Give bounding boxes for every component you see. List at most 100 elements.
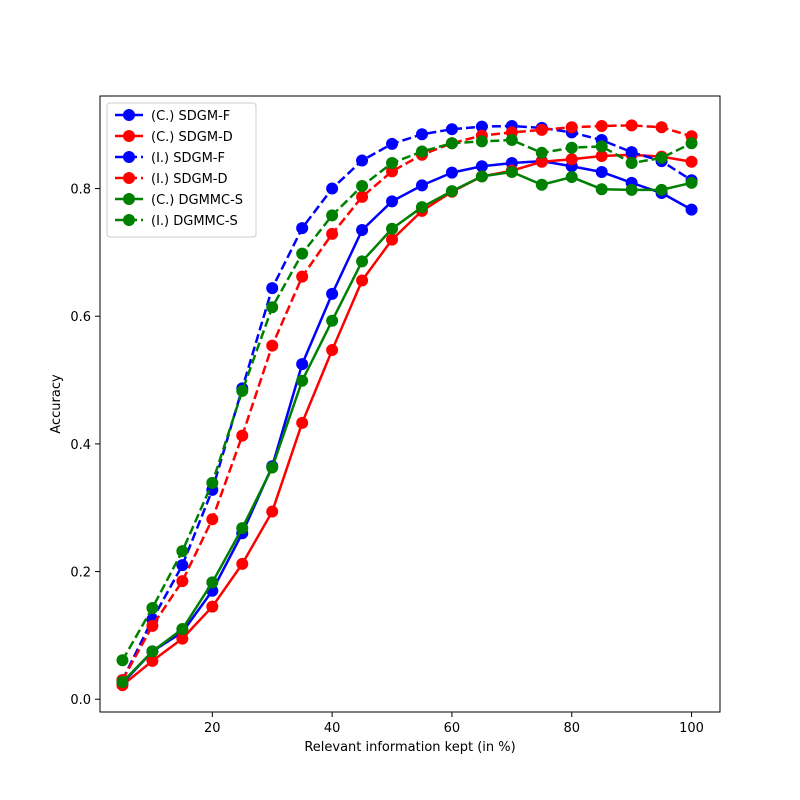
data-point	[595, 140, 608, 153]
data-point	[625, 183, 638, 196]
data-point	[296, 270, 309, 283]
data-point	[535, 178, 548, 191]
data-point	[535, 155, 548, 168]
legend-label: (I.) SDGM-D	[151, 172, 228, 187]
data-point	[326, 182, 339, 195]
data-point	[176, 559, 189, 572]
data-point	[206, 576, 219, 589]
legend-marker	[123, 151, 135, 163]
data-point	[445, 137, 458, 150]
legend-entry: (C.) SDGM-D	[115, 130, 233, 145]
data-point	[625, 146, 638, 159]
series-i-sdgm-d	[116, 119, 698, 687]
series-c-dgmmc-s	[116, 165, 698, 688]
data-point	[236, 522, 249, 535]
data-point	[625, 119, 638, 132]
data-point	[236, 557, 249, 570]
data-point	[176, 623, 189, 636]
data-point	[685, 176, 698, 189]
data-point	[655, 121, 668, 134]
data-point	[356, 255, 369, 268]
x-axis-label: Relevant information kept (in %)	[304, 740, 515, 755]
data-point	[326, 209, 339, 222]
x-tick-label: 20	[204, 721, 221, 736]
data-point	[146, 654, 159, 667]
data-point	[565, 121, 578, 134]
data-point	[296, 374, 309, 387]
legend-marker	[123, 172, 135, 184]
data-point	[565, 153, 578, 166]
series-i-dgmmc-s	[116, 134, 698, 667]
data-point	[415, 128, 428, 141]
data-point	[475, 120, 488, 133]
data-point	[356, 224, 369, 237]
data-point	[356, 154, 369, 167]
data-point	[326, 314, 339, 327]
data-point	[326, 227, 339, 240]
data-point	[356, 190, 369, 203]
data-point	[146, 601, 159, 614]
data-point	[595, 183, 608, 196]
legend-label: (I.) DGMMC-S	[151, 214, 238, 229]
data-point	[176, 575, 189, 588]
data-point	[445, 185, 458, 198]
data-point	[146, 619, 159, 632]
data-point	[386, 165, 399, 178]
legend-entry: (C.) SDGM-F	[115, 109, 230, 124]
data-point	[296, 222, 309, 235]
legend-entry: (I.) SDGM-D	[115, 172, 228, 187]
data-point	[505, 134, 518, 147]
plot-frame	[99, 95, 721, 713]
data-point	[475, 160, 488, 173]
data-point	[685, 203, 698, 216]
data-point	[266, 461, 279, 474]
data-point	[356, 274, 369, 287]
data-point	[266, 505, 279, 518]
data-point	[296, 247, 309, 260]
data-point	[326, 344, 339, 357]
y-tick-label: 0.4	[70, 438, 91, 453]
legend-entry: (C.) DGMMC-S	[115, 193, 243, 208]
data-point	[206, 476, 219, 489]
data-point	[415, 179, 428, 192]
data-point	[176, 632, 189, 645]
y-axis-label: Accuracy	[49, 374, 64, 434]
y-tick-label: 0.8	[70, 183, 91, 198]
data-point	[296, 416, 309, 429]
legend-label: (C.) DGMMC-S	[151, 193, 243, 208]
data-point	[386, 195, 399, 208]
data-point	[206, 513, 219, 526]
data-point	[535, 123, 548, 136]
data-point	[595, 165, 608, 178]
data-point	[595, 120, 608, 133]
data-point	[625, 157, 638, 170]
data-point	[386, 222, 399, 235]
data-point	[445, 166, 458, 179]
x-tick-label: 40	[324, 721, 341, 736]
data-point	[266, 339, 279, 352]
data-point	[505, 165, 518, 178]
data-point	[326, 287, 339, 300]
y-tick-label: 0.2	[70, 566, 91, 581]
legend-entry: (I.) DGMMC-S	[115, 214, 238, 229]
data-point	[266, 282, 279, 295]
data-point	[475, 170, 488, 183]
data-point	[386, 137, 399, 150]
data-point	[685, 137, 698, 150]
legend-box	[106, 102, 257, 238]
x-tick-label: 60	[444, 721, 461, 736]
legend-marker	[123, 193, 135, 205]
data-point	[565, 171, 578, 184]
legend-marker	[123, 130, 135, 142]
data-point	[266, 301, 279, 314]
data-point	[685, 155, 698, 168]
data-point	[116, 675, 129, 688]
data-point	[146, 645, 159, 658]
data-point	[565, 141, 578, 154]
data-point	[535, 146, 548, 159]
y-tick-label: 0.0	[70, 693, 91, 708]
data-point	[236, 429, 249, 442]
data-point	[176, 545, 189, 558]
data-point	[655, 183, 668, 196]
legend-marker	[123, 214, 135, 226]
